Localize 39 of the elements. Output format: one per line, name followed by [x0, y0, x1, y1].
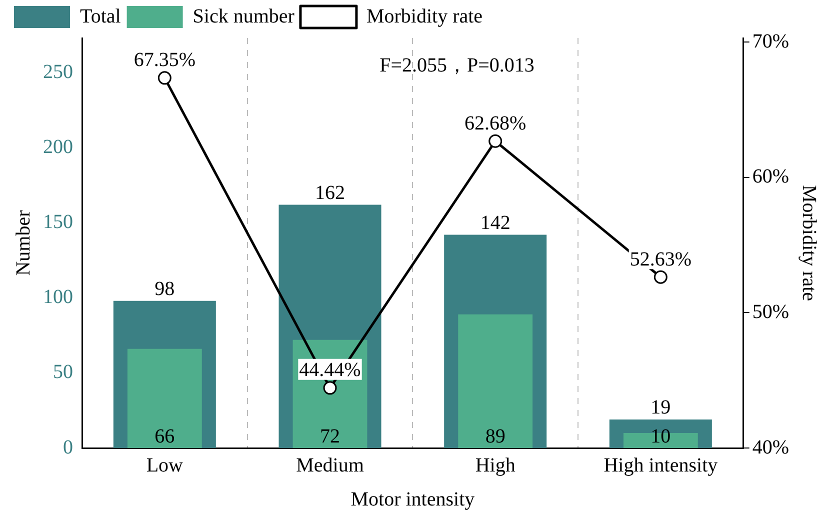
point	[488, 134, 502, 148]
bar	[127, 348, 202, 448]
y-tick-label: 100	[43, 286, 73, 308]
y-tick-label: 0	[63, 436, 73, 458]
y-tick-label: 150	[43, 210, 73, 233]
annotation: F=2.055，P=0.013	[380, 54, 534, 76]
y2-tick-label: 40%	[752, 436, 790, 458]
data-label: 89	[485, 425, 506, 448]
legend-label: Sick number	[192, 5, 295, 28]
x-tick-label: Low	[146, 454, 184, 476]
x-tick-label: Medium	[296, 454, 364, 476]
legend-label: Total	[80, 5, 122, 28]
point	[654, 270, 668, 284]
x-tick-label: High	[475, 454, 516, 476]
y-tick-label: 250	[43, 60, 73, 83]
data-label: 19	[650, 396, 671, 419]
x-axis-title: Motor intensity	[350, 488, 475, 510]
y2-tick-label: 50%	[752, 300, 790, 323]
y2-tick-label: 70%	[752, 30, 790, 52]
data-label: 98	[154, 278, 175, 300]
legend-label: Morbidity rate	[366, 5, 483, 28]
y-tick-label: 50	[53, 361, 73, 384]
data-label: 67.35%	[134, 49, 196, 72]
point	[323, 381, 337, 395]
data-label: 72	[320, 425, 340, 448]
data-label: 10	[650, 425, 671, 448]
y2-axis-title: Morbidity rate	[798, 184, 820, 302]
y-axis-title: Number	[12, 210, 34, 276]
point	[158, 71, 172, 85]
data-label: 52.63%	[630, 248, 692, 270]
y2-tick-label: 60%	[752, 166, 790, 188]
data-label: 66	[154, 425, 175, 448]
bar	[458, 314, 533, 448]
data-label: 162	[315, 182, 345, 204]
data-label: 44.44%	[299, 359, 361, 382]
x-tick-label: High intensity	[604, 454, 718, 476]
y-tick-label: 200	[43, 136, 73, 158]
data-label: 62.68%	[464, 112, 526, 134]
data-label: 142	[480, 212, 510, 234]
